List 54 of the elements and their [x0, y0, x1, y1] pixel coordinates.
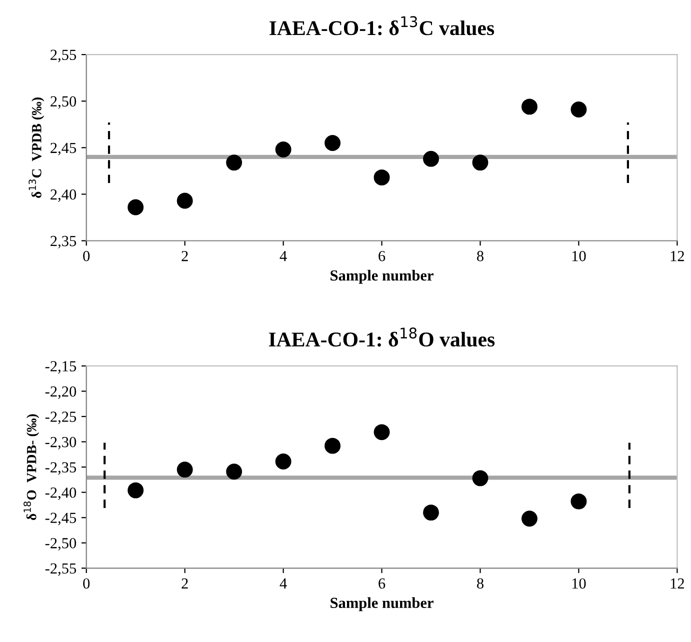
point	[374, 169, 390, 186]
y-tick-label: -2,35	[45, 462, 76, 475]
point	[472, 154, 488, 171]
point	[522, 510, 538, 527]
point	[423, 504, 439, 521]
point	[128, 482, 144, 498]
point	[324, 438, 341, 454]
y-tick-label: 2,50	[50, 96, 76, 109]
x-tick-label: 8	[477, 250, 484, 262]
y-tick-label: -2,20	[45, 386, 76, 399]
y-tick-label: -2,25	[45, 412, 76, 424]
x-tick-label: 0	[83, 578, 90, 589]
x-tick-label: 2	[182, 578, 188, 588]
point	[275, 142, 292, 158]
point	[176, 462, 193, 478]
point	[570, 102, 587, 118]
y-axis-title: δ$^{18}$O VPDB- (‰)	[24, 414, 40, 520]
point	[522, 98, 538, 115]
point	[423, 150, 439, 167]
x-tick-label: 6	[378, 578, 386, 589]
point	[275, 454, 292, 470]
x-tick-label: 10	[572, 578, 586, 589]
x-tick-label: 12	[670, 578, 684, 588]
x-tick-label: 4	[280, 251, 287, 262]
x-tick-label: 8	[477, 578, 484, 589]
x-tick-label: 2	[182, 250, 188, 262]
point	[570, 493, 587, 510]
y-tick-label: -2,40	[45, 487, 76, 500]
y-tick-label: 2,45	[50, 142, 76, 156]
y-tick-label: -2,55	[45, 563, 76, 576]
y-axis-title: δ$^{13}$C VPDB (‰)	[28, 98, 44, 198]
y-tick-label: -2,45	[45, 512, 76, 526]
point	[374, 424, 390, 440]
point	[128, 199, 144, 216]
point	[226, 154, 242, 171]
x-axis-title: Sample number	[330, 597, 434, 612]
x-tick-label: 10	[572, 250, 586, 262]
x-tick-label: 12	[670, 250, 684, 262]
y-tick-label: 2,55	[50, 50, 76, 62]
point	[176, 192, 193, 209]
chart-title: IAEA-CO-1: δ$^{13}$C values	[270, 16, 494, 36]
y-tick-label: 2,35	[50, 236, 76, 248]
x-tick-label: 4	[280, 578, 287, 588]
point	[226, 464, 242, 480]
x-tick-label: 0	[83, 250, 90, 262]
x-tick-label: 6	[378, 250, 386, 262]
y-tick-label: -2,30	[45, 436, 76, 450]
chart-title: IAEA-CO-1: δ$^{18}$O values	[268, 328, 495, 347]
y-tick-label: 2,40	[50, 189, 76, 202]
y-tick-label: -2,50	[45, 538, 76, 551]
point	[472, 470, 488, 486]
point	[324, 135, 341, 151]
y-tick-label: -2,15	[45, 361, 76, 374]
x-axis-title: Sample number	[330, 270, 434, 284]
